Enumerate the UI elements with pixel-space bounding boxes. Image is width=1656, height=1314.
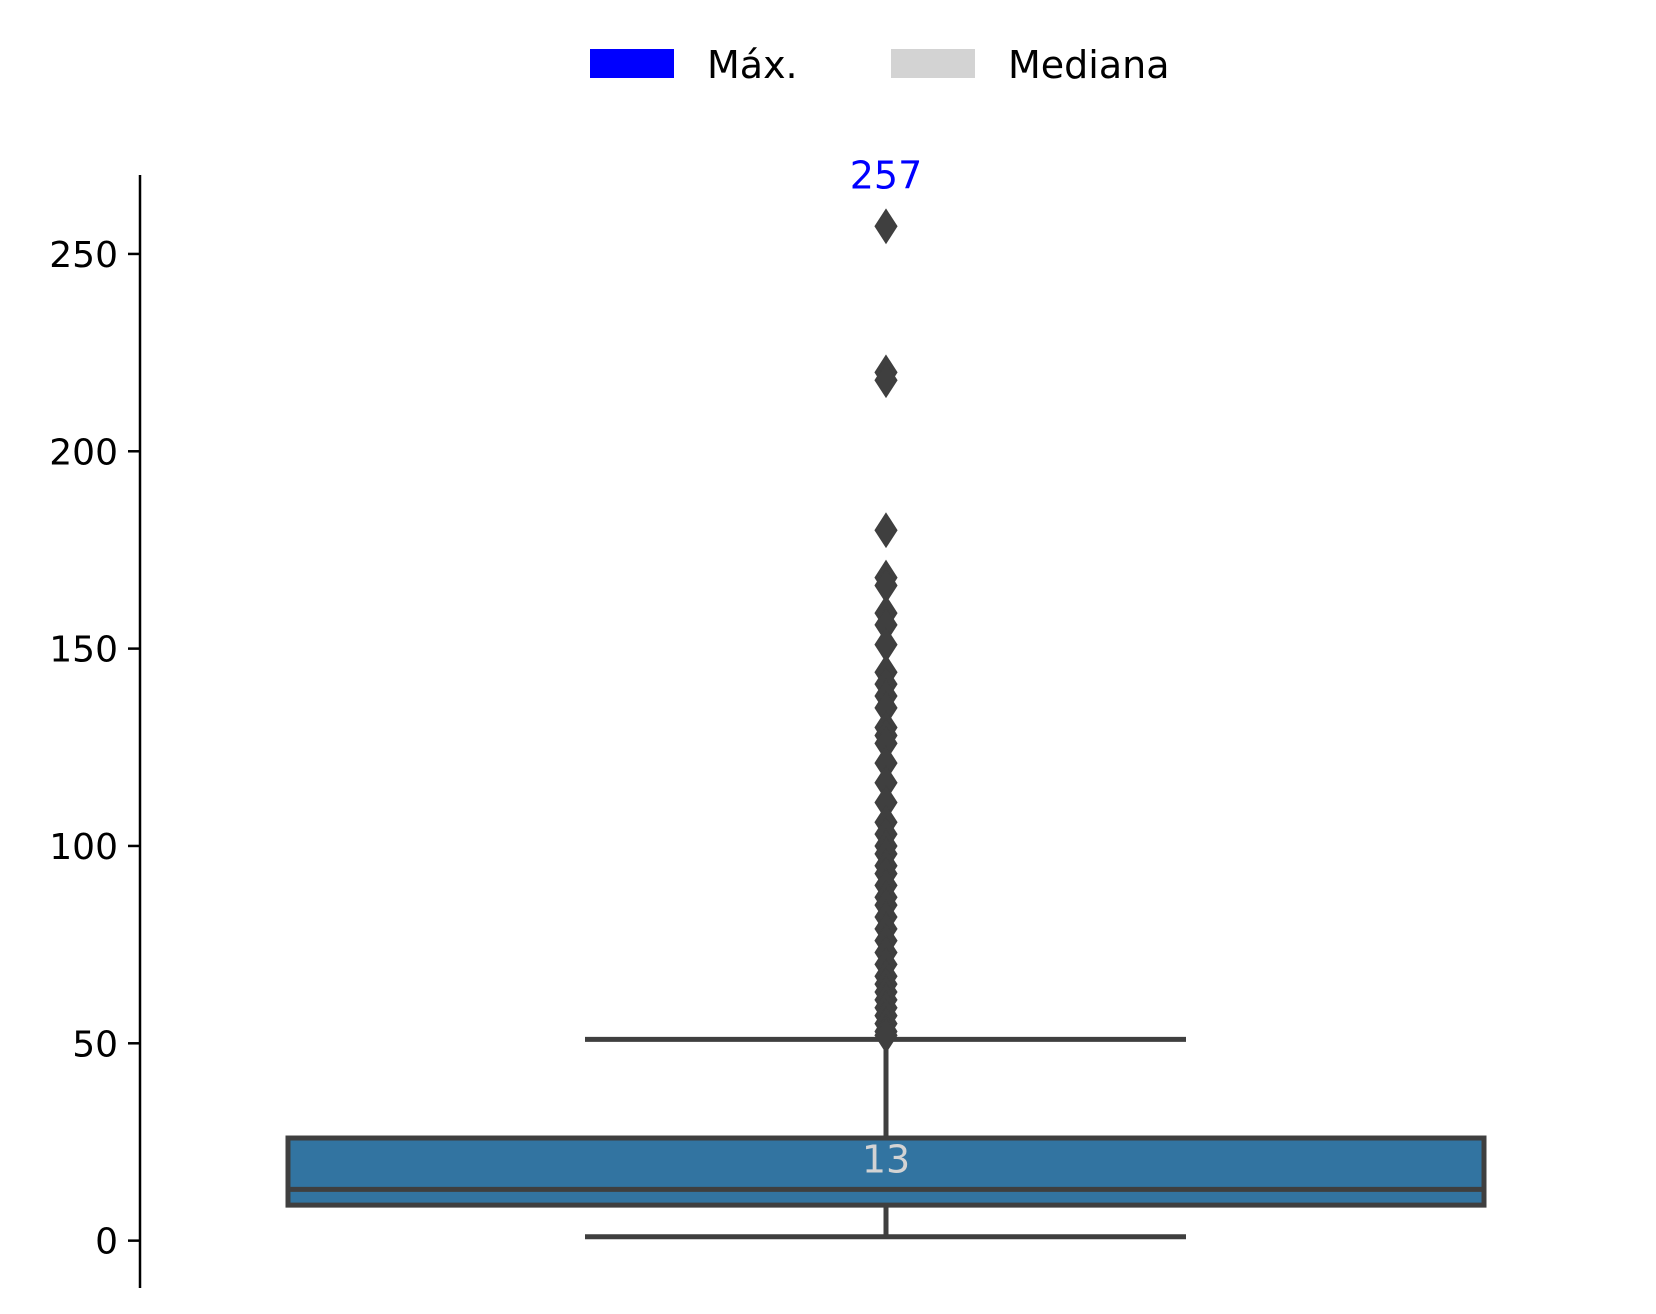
y-tick-label: 200 bbox=[49, 432, 118, 473]
y-axis: 0 50 100 150 200 250 bbox=[49, 175, 142, 1288]
outlier-point bbox=[874, 512, 898, 549]
outlier-point bbox=[874, 362, 898, 399]
legend-label-max: Máx. bbox=[707, 43, 798, 87]
y-tick-label: 50 bbox=[72, 1024, 118, 1065]
legend-swatch-max bbox=[590, 49, 674, 78]
iqr-box bbox=[285, 1135, 1487, 1208]
y-tick-label: 0 bbox=[95, 1222, 118, 1263]
legend-swatch-median bbox=[891, 49, 975, 78]
legend: Máx. Mediana bbox=[590, 43, 1170, 87]
max-value-label: 257 bbox=[850, 153, 923, 197]
plot-area bbox=[285, 208, 1487, 1240]
y-tick-label: 150 bbox=[49, 630, 118, 671]
y-tick-label: 250 bbox=[49, 235, 118, 276]
legend-label-median: Mediana bbox=[1008, 43, 1170, 87]
median-value-label: 13 bbox=[862, 1137, 910, 1181]
outlier-point bbox=[874, 1017, 898, 1054]
outlier-point bbox=[874, 208, 898, 245]
y-tick-label: 100 bbox=[49, 827, 118, 868]
